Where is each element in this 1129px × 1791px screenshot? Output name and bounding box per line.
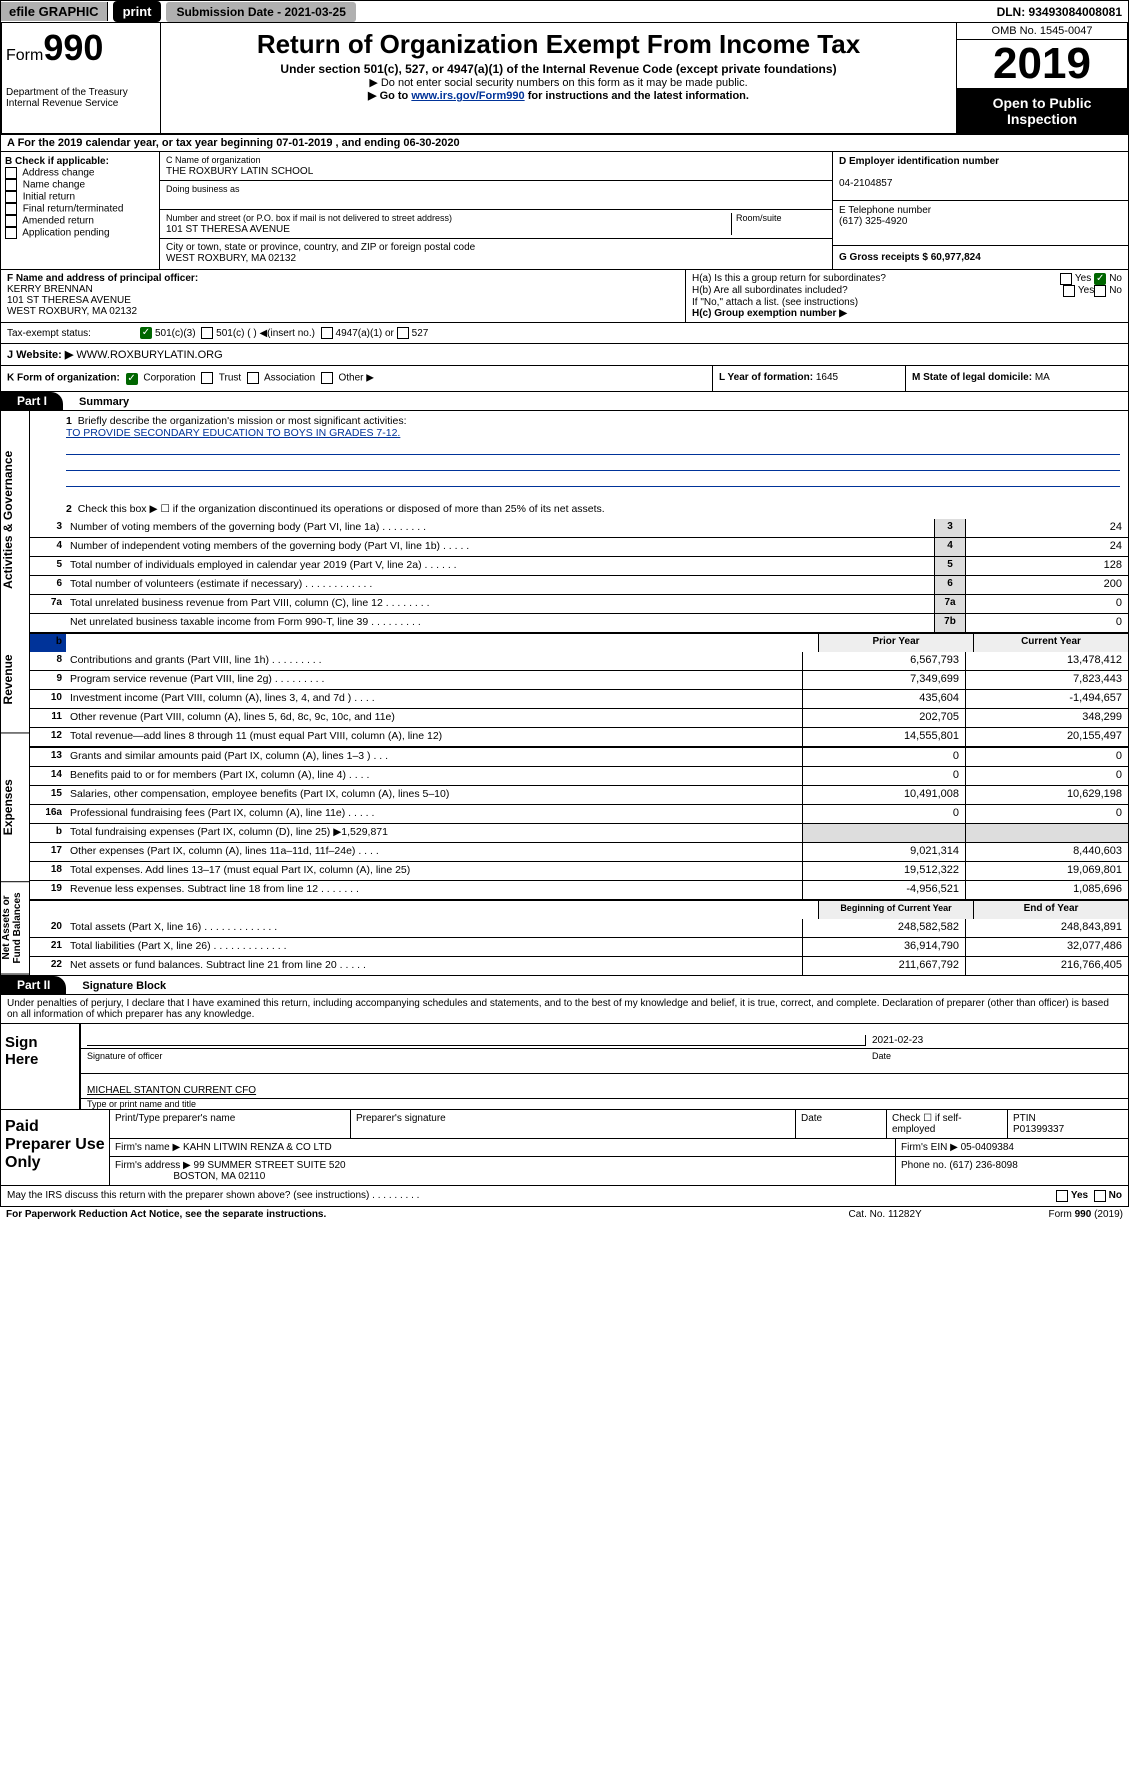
summary-line: 13 Grants and similar amounts paid (Part… (30, 748, 1128, 766)
efile-topbar: efile GRAPHIC print Submission Date - 20… (0, 0, 1129, 23)
checkbox-option[interactable]: Final return/terminated (5, 203, 155, 215)
part1-header: Part ISummary (0, 392, 1129, 411)
checkbox-option[interactable]: Name change (5, 179, 155, 191)
tab-netassets: Net Assets or Fund Balances (1, 882, 29, 975)
group-return: H(a) Is this a group return for subordin… (685, 270, 1128, 322)
tax-year-row: A For the 2019 calendar year, or tax yea… (0, 135, 1129, 152)
tab-expenses: Expenses (1, 734, 29, 882)
state-domicile: MA (1035, 372, 1050, 383)
summary-line: 14 Benefits paid to or for members (Part… (30, 766, 1128, 785)
signature-block: Under penalties of perjury, I declare th… (0, 995, 1129, 1110)
firm-addr1: 99 SUMMER STREET SUITE 520 (194, 1160, 346, 1171)
tab-revenue: Revenue (1, 627, 29, 733)
firm-ein: 05-0409384 (961, 1142, 1014, 1153)
summary-line: 7a Total unrelated business revenue from… (30, 594, 1128, 613)
form-header: Form990 Department of the Treasury Inter… (0, 23, 1129, 135)
checkbox-option[interactable]: Initial return (5, 191, 155, 203)
open-public: Open to Public Inspection (957, 89, 1127, 133)
ein: 04-2104857 (839, 178, 892, 189)
phone: (617) 325-4920 (839, 216, 907, 227)
officer-name: MICHAEL STANTON CURRENT CFO (87, 1085, 256, 1096)
dln-number: DLN: 93493084008081 (997, 5, 1128, 19)
summary-line: 22 Net assets or fund balances. Subtract… (30, 956, 1128, 975)
firm-phone: (617) 236-8098 (949, 1160, 1017, 1171)
summary-line: 16a Professional fundraising fees (Part … (30, 804, 1128, 823)
tax-year: 2019 (957, 40, 1127, 89)
501c3-check: ✓ (140, 327, 152, 339)
ssn-warning: ▶ Do not enter social security numbers o… (167, 76, 950, 89)
gross-receipts: G Gross receipts $ 60,977,824 (839, 252, 981, 263)
ein-phone-column: D Employer identification number 04-2104… (832, 152, 1128, 269)
summary-line: 21 Total liabilities (Part X, line 26) .… (30, 937, 1128, 956)
paid-preparer-label: Paid Preparer Use Only (1, 1110, 110, 1185)
org-name: THE ROXBURY LATIN SCHOOL (166, 166, 313, 177)
summary-line: 8 Contributions and grants (Part VIII, l… (30, 652, 1128, 670)
summary-line: 10 Investment income (Part VIII, column … (30, 689, 1128, 708)
submission-date: Submission Date - 2021-03-25 (166, 2, 355, 22)
org-form-row: K Form of organization: ✓ Corporation Tr… (0, 366, 1129, 392)
summary-line: 11 Other revenue (Part VIII, column (A),… (30, 708, 1128, 727)
city-state-zip: WEST ROXBURY, MA 02132 (166, 253, 296, 264)
checkbox-option[interactable]: Application pending (5, 227, 155, 239)
summary-line: 6 Total number of volunteers (estimate i… (30, 575, 1128, 594)
name-address-column: C Name of organization THE ROXBURY LATIN… (160, 152, 832, 269)
omb-number: OMB No. 1545-0047 (957, 23, 1127, 40)
ptin: P01399337 (1013, 1124, 1064, 1135)
checkbox-option[interactable]: Amended return (5, 215, 155, 227)
summary-line: 3 Number of voting members of the govern… (30, 519, 1128, 537)
entity-block: B Check if applicable: Address change Na… (0, 152, 1129, 270)
tab-governance: Activities & Governance (1, 411, 29, 628)
summary-table: Activities & Governance Revenue Expenses… (0, 411, 1129, 976)
summary-line: 4 Number of independent voting members o… (30, 537, 1128, 556)
dept-treasury: Department of the Treasury (6, 87, 156, 98)
principal-officer: F Name and address of principal officer:… (1, 270, 685, 322)
footer-row: For Paperwork Reduction Act Notice, see … (0, 1207, 1129, 1222)
efile-label: efile GRAPHIC (1, 2, 108, 21)
print-button[interactable]: print (113, 1, 162, 22)
street-address: 101 ST THERESA AVENUE (166, 224, 290, 235)
perjury-statement: Under penalties of perjury, I declare th… (1, 995, 1128, 1024)
form-id-block: Form990 Department of the Treasury Inter… (2, 23, 161, 133)
form-number: 990 (43, 27, 103, 68)
omb-block: OMB No. 1545-0047 2019 Open to Public In… (956, 23, 1127, 133)
discuss-row: May the IRS discuss this return with the… (0, 1186, 1129, 1207)
website-row: J Website: ▶ WWW.ROXBURYLATIN.ORG (0, 344, 1129, 366)
form-title: Return of Organization Exempt From Incom… (167, 29, 950, 60)
checkbox-option[interactable]: Address change (5, 167, 155, 179)
checkbox-column: B Check if applicable: Address change Na… (1, 152, 160, 269)
sign-here-label: Sign Here (1, 1024, 81, 1109)
form-title-block: Return of Organization Exempt From Incom… (161, 23, 956, 133)
summary-line: 17 Other expenses (Part IX, column (A), … (30, 842, 1128, 861)
form-subtitle: Under section 501(c), 527, or 4947(a)(1)… (167, 62, 950, 76)
firm-name: KAHN LITWIN RENZA & CO LTD (183, 1142, 332, 1153)
sig-date: 2021-02-23 (872, 1035, 923, 1046)
irs-label: Internal Revenue Service (6, 98, 156, 109)
mission-text: TO PROVIDE SECONDARY EDUCATION TO BOYS I… (66, 427, 400, 439)
tax-exempt-row: Tax-exempt status: ✓ 501(c)(3) 501(c) ( … (0, 323, 1129, 344)
side-tabs: Activities & Governance Revenue Expenses… (1, 411, 30, 975)
summary-line: 19 Revenue less expenses. Subtract line … (30, 880, 1128, 899)
officer-group-row: F Name and address of principal officer:… (0, 270, 1129, 323)
form-footer: Form 990 (2019) (1049, 1209, 1123, 1220)
year-formation: 1645 (816, 372, 838, 383)
summary-line: 18 Total expenses. Add lines 13–17 (must… (30, 861, 1128, 880)
instructions-link[interactable]: www.irs.gov/Form990 (411, 90, 524, 102)
website: WWW.ROXBURYLATIN.ORG (73, 349, 222, 361)
summary-line: 12 Total revenue—add lines 8 through 11 … (30, 727, 1128, 746)
part2-header: Part IISignature Block (0, 976, 1129, 995)
summary-line: 9 Program service revenue (Part VIII, li… (30, 670, 1128, 689)
summary-line: 15 Salaries, other compensation, employe… (30, 785, 1128, 804)
summary-line: 5 Total number of individuals employed i… (30, 556, 1128, 575)
summary-line: Net unrelated business taxable income fr… (30, 613, 1128, 632)
firm-addr2: BOSTON, MA 02110 (173, 1171, 265, 1182)
paid-preparer-block: Paid Preparer Use Only Print/Type prepar… (0, 1110, 1129, 1186)
summary-line: b Total fundraising expenses (Part IX, c… (30, 823, 1128, 842)
summary-line: 20 Total assets (Part X, line 16) . . . … (30, 919, 1128, 937)
